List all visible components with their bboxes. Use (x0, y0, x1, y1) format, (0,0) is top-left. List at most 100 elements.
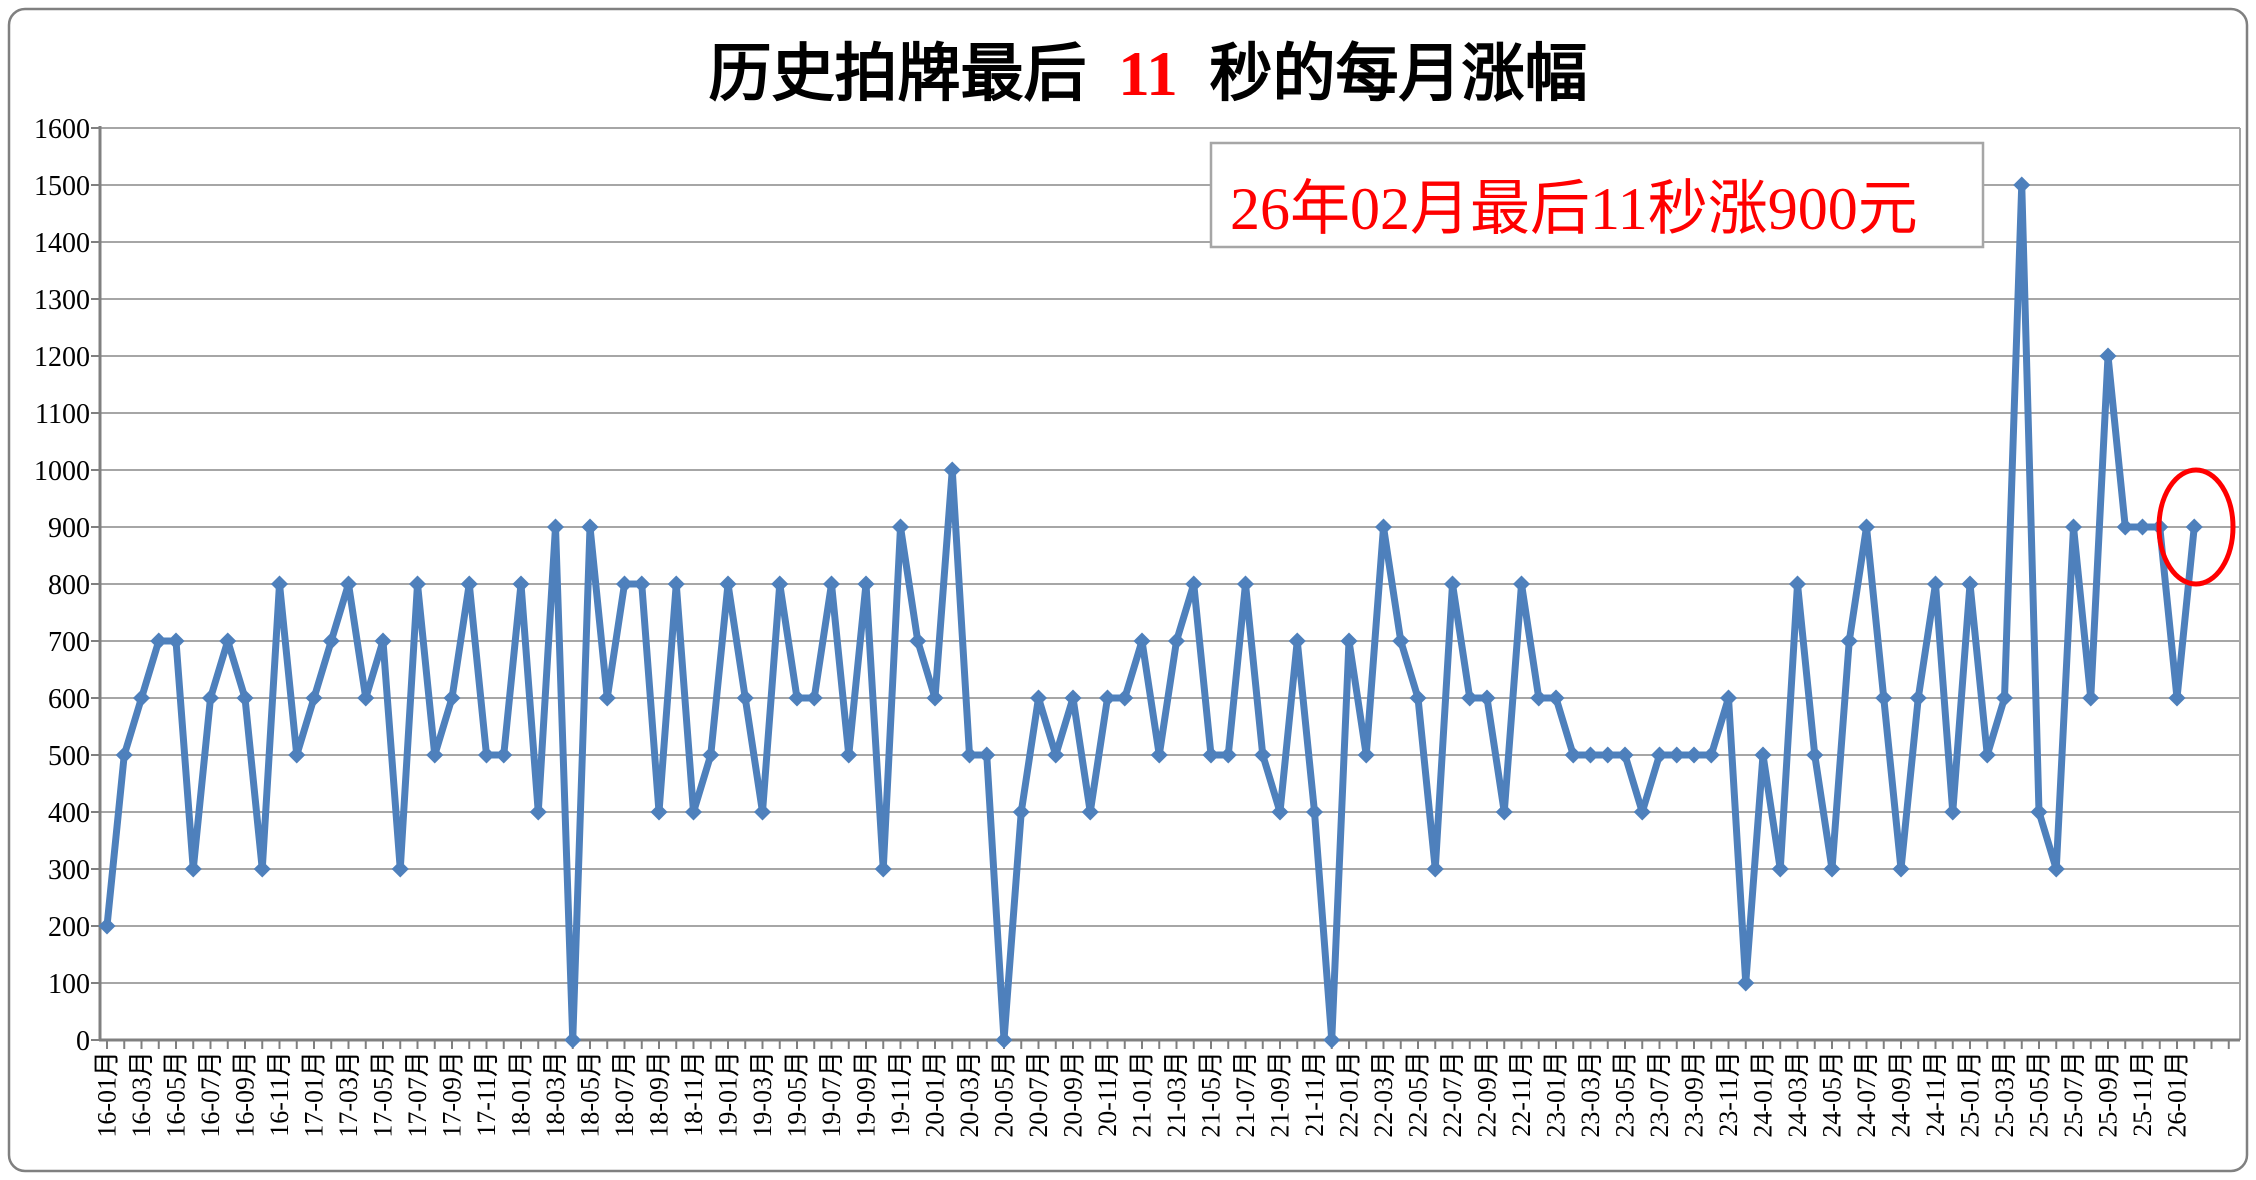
data-point-marker (1996, 689, 2013, 707)
data-point-marker (1961, 575, 1979, 593)
x-axis-label: 23-07月 (1645, 1051, 1674, 1138)
x-axis-label: 24-01月 (1749, 1051, 1778, 1138)
data-point-marker (1254, 746, 1272, 764)
x-axis-label: 25-11月 (2128, 1051, 2157, 1137)
data-point-marker (1409, 689, 1427, 707)
data-point-marker (685, 803, 702, 821)
x-axis-label: 19-09月 (852, 1051, 881, 1138)
x-axis-label: 19-07月 (817, 1051, 846, 1138)
data-point-marker (564, 1031, 582, 1049)
data-point-marker (616, 575, 633, 593)
chart-title-suffix: 秒的每月涨幅 (1210, 39, 1588, 109)
x-axis-label: 23-03月 (1576, 1051, 1605, 1138)
data-point-marker (1737, 974, 1755, 992)
chart-title-highlight: 11 (1118, 39, 1178, 109)
data-point-marker (167, 632, 185, 650)
data-point-marker (2099, 347, 2117, 365)
x-axis-label: 26-01月 (2163, 1051, 2192, 1138)
data-point-marker (598, 689, 616, 707)
x-axis-label: 19-05月 (783, 1051, 812, 1138)
data-point-marker (823, 575, 840, 593)
data-point-marker (961, 746, 978, 764)
data-point-marker (1185, 575, 1203, 593)
data-point-marker (1668, 746, 1686, 764)
x-axis-label: 24-07月 (1852, 1051, 1881, 1138)
x-axis-label: 22-09月 (1473, 1051, 1502, 1138)
x-axis-label: 24-03月 (1783, 1051, 1812, 1138)
y-axis-label: 1000 (34, 456, 90, 487)
y-axis-label: 400 (48, 798, 90, 829)
data-point-marker (650, 803, 668, 821)
x-axis-label: 24-09月 (1887, 1051, 1916, 1138)
x-axis-labels: 16-01月 16-03月 16-05月 16-07月 16-09月 16-11月 17-0… (93, 1051, 2192, 1138)
x-axis-label: 17-09月 (438, 1051, 467, 1138)
x-axis-label: 21-07月 (1231, 1051, 1260, 1138)
data-point-marker (892, 518, 909, 536)
x-axis-label: 18-03月 (541, 1051, 570, 1138)
data-point-marker (1840, 632, 1858, 650)
y-axis-label: 200 (48, 912, 90, 943)
x-axis-label: 21-01月 (1128, 1051, 1157, 1138)
x-axis-label: 19-11月 (886, 1051, 915, 1137)
data-point-marker (1030, 689, 1047, 707)
data-point-marker (1340, 632, 1358, 650)
data-point-marker (2030, 803, 2048, 821)
data-point-marker (1237, 575, 1254, 593)
data-point-marker (1064, 689, 1082, 707)
x-axis-label: 24-05月 (1818, 1051, 1847, 1138)
x-axis-label: 18-05月 (576, 1051, 605, 1138)
x-axis-label: 16-03月 (127, 1051, 156, 1138)
data-point-marker (1685, 746, 1703, 764)
x-axis-label: 22-05月 (1404, 1051, 1433, 1138)
data-point-marker (1702, 746, 1720, 764)
x-axis-label: 20-03月 (955, 1051, 984, 1138)
data-series-line (103, 181, 2198, 1044)
data-point-marker (943, 461, 961, 479)
data-point-marker (1495, 803, 1513, 821)
y-axis-label: 800 (48, 570, 90, 601)
data-point-marker (1513, 575, 1530, 593)
data-point-marker (1806, 746, 1824, 764)
x-axis-label: 18-11月 (679, 1051, 708, 1137)
data-point-marker (1823, 860, 1841, 878)
x-axis-label: 20-01月 (921, 1051, 950, 1138)
data-point-marker (495, 746, 513, 764)
y-axis-label: 600 (48, 684, 90, 715)
gridlines (100, 127, 2240, 984)
data-point-marker (1288, 632, 1306, 650)
data-point-marker (1720, 689, 1737, 707)
data-point-marker (1012, 803, 1030, 821)
data-point-marker (374, 632, 392, 650)
x-axis-label: 16-11月 (265, 1051, 294, 1137)
annotation-box (1209, 141, 1985, 249)
x-axis-label: 22-11月 (1507, 1051, 1536, 1137)
x-axis-label: 17-01月 (300, 1051, 329, 1138)
data-point-marker (2065, 518, 2082, 536)
y-axis-label: 1600 (34, 114, 90, 145)
x-axis-label: 20-11月 (1093, 1051, 1122, 1137)
data-point-marker (754, 803, 771, 821)
data-point-marker (1944, 803, 1962, 821)
x-axis-label: 17-03月 (334, 1051, 363, 1138)
x-axis-label: 16-07月 (196, 1051, 225, 1138)
data-point-marker (1547, 689, 1565, 707)
y-axis-ticks (91, 127, 100, 1041)
data-point-marker (133, 689, 150, 707)
data-point-marker (409, 575, 426, 593)
y-axis-label: 0 (76, 1026, 90, 1057)
data-point-marker (2168, 689, 2186, 707)
data-point-marker (1875, 689, 1893, 707)
data-point-marker (1150, 746, 1168, 764)
data-point-marker (1306, 803, 1323, 821)
data-point-marker (995, 1031, 1013, 1049)
x-axis-label: 25-03月 (1990, 1051, 2019, 1138)
data-point-marker (529, 803, 547, 821)
data-point-marker (771, 575, 789, 593)
data-point-marker (478, 746, 495, 764)
data-point-marker (150, 632, 168, 650)
data-point-marker (667, 575, 685, 593)
data-point-marker (857, 575, 875, 593)
x-axis-label: 16-09月 (231, 1051, 260, 1138)
data-point-marker (840, 746, 858, 764)
